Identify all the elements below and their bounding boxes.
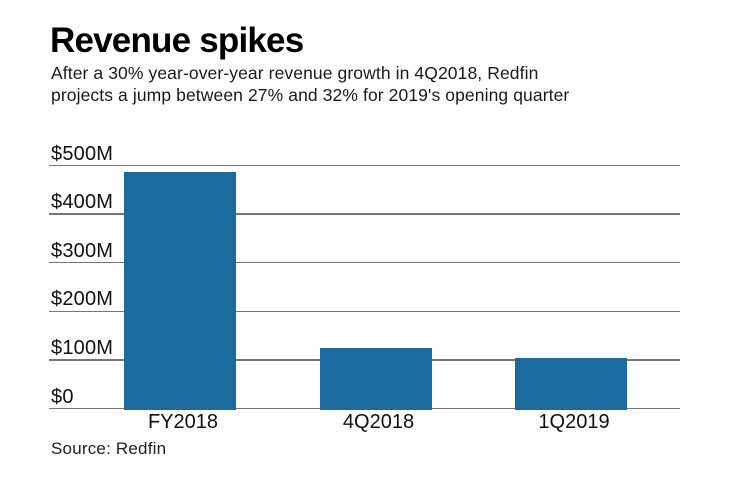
chart-title: Revenue spikes xyxy=(50,21,304,60)
gridline xyxy=(49,213,680,215)
chart-subtitle-line-1: After a 30% year-over-year revenue growt… xyxy=(51,63,539,83)
x-axis-category-label: 4Q2018 xyxy=(342,411,415,433)
revenue-bar-4q2018 xyxy=(319,348,432,410)
revenue-bar-1q2019 xyxy=(515,357,627,410)
gridline xyxy=(49,261,680,264)
chart-subtitle-line-2: projects a jump between 27% and 32% for … xyxy=(51,85,570,105)
y-axis-tick-label: $0 xyxy=(51,385,74,408)
x-axis-category-label: 1Q2019 xyxy=(538,411,610,433)
y-axis-tick-label: $200M xyxy=(51,288,114,311)
y-axis-tick-label: $300M xyxy=(51,239,114,262)
y-axis-tick-label: $100M xyxy=(51,336,114,359)
y-axis-tick-label: $500M xyxy=(51,142,114,165)
y-axis-tick-label: $400M xyxy=(51,191,114,214)
chart-subtitle: After a 30% year-over-year revenue growt… xyxy=(51,62,569,106)
gridline xyxy=(49,164,680,167)
x-axis-category-label: FY2018 xyxy=(147,411,219,433)
revenue-bar-fy2018 xyxy=(124,171,236,410)
gridline xyxy=(49,310,680,313)
source-note: Source: Redfin xyxy=(51,439,167,458)
